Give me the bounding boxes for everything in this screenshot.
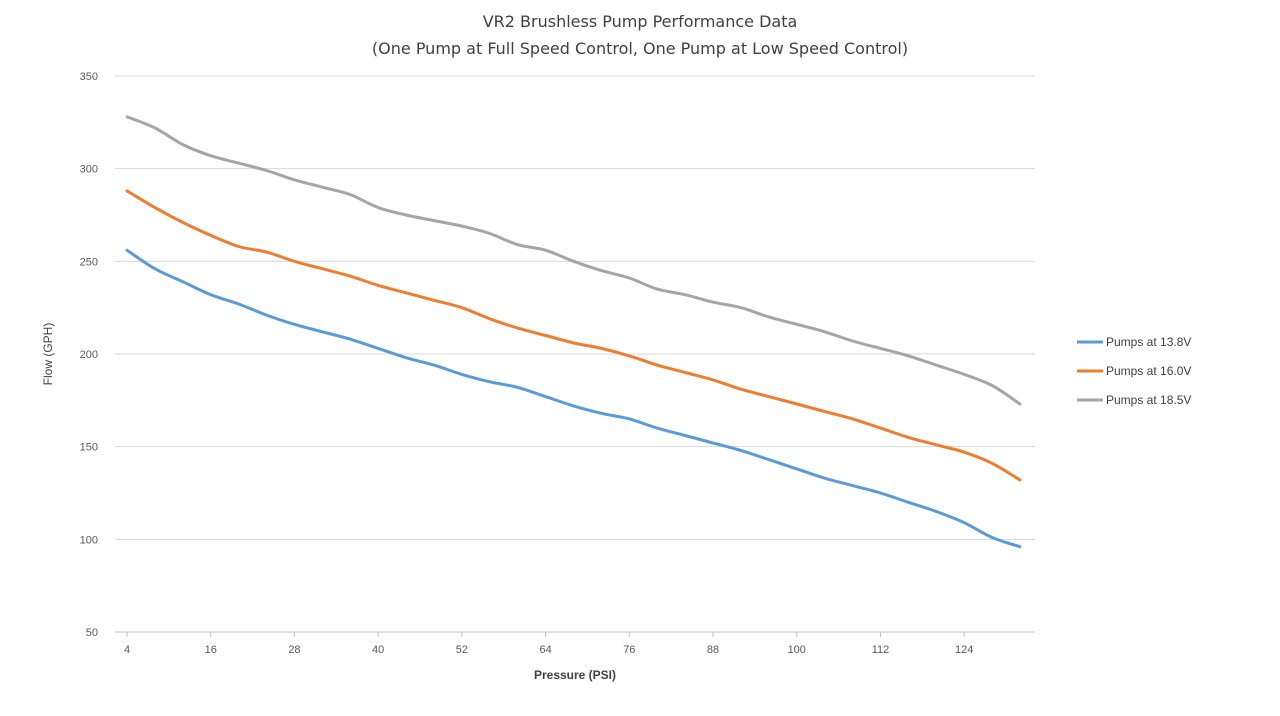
x-tick-label: 124 — [955, 644, 973, 656]
series-line-pumps-at-18-5v — [125, 115, 1022, 406]
chart-subtitle: (One Pump at Full Speed Control, One Pum… — [372, 39, 908, 58]
y-tick-label: 350 — [80, 71, 98, 83]
x-tick-labels: 4 16 28 40 52 64 76 88 100 112 124 — [124, 644, 973, 656]
y-tick-label: 250 — [80, 256, 98, 268]
y-tick-label: 50 — [86, 627, 98, 639]
legend-label: Pumps at 13.8V — [1106, 335, 1191, 349]
axes — [115, 631, 1035, 637]
y-tick-label: 100 — [80, 534, 98, 546]
gridlines — [115, 75, 1035, 540]
x-tick-label: 40 — [372, 644, 384, 656]
legend: Pumps at 13.8V Pumps at 16.0V Pumps at 18.… — [1077, 335, 1191, 407]
series-line-pumps-at-13-8v — [125, 248, 1022, 549]
x-tick-label: 88 — [707, 644, 719, 656]
legend-label: Pumps at 18.5V — [1106, 393, 1191, 407]
y-tick-label: 200 — [80, 349, 98, 361]
x-tick-label: 16 — [205, 644, 217, 656]
data-series — [125, 115, 1022, 549]
x-tick-label: 4 — [124, 644, 130, 656]
y-tick-labels: 350 300 250 200 150 100 50 — [80, 71, 98, 639]
x-tick-label: 28 — [288, 644, 300, 656]
y-axis-title: Flow (GPH) — [41, 323, 55, 386]
y-tick-label: 300 — [80, 164, 98, 176]
x-axis-title: Pressure (PSI) — [534, 668, 616, 682]
x-tick-label: 52 — [456, 644, 468, 656]
x-tick-label: 76 — [623, 644, 635, 656]
y-tick-label: 150 — [80, 442, 98, 454]
series-line-pumps-at-16-0v — [125, 189, 1022, 482]
legend-label: Pumps at 16.0V — [1106, 364, 1191, 378]
chart-title: VR2 Brushless Pump Performance Data — [483, 12, 798, 31]
x-tick-label: 112 — [872, 644, 890, 656]
x-tick-label: 64 — [539, 644, 551, 656]
x-tick-label: 100 — [788, 644, 806, 656]
